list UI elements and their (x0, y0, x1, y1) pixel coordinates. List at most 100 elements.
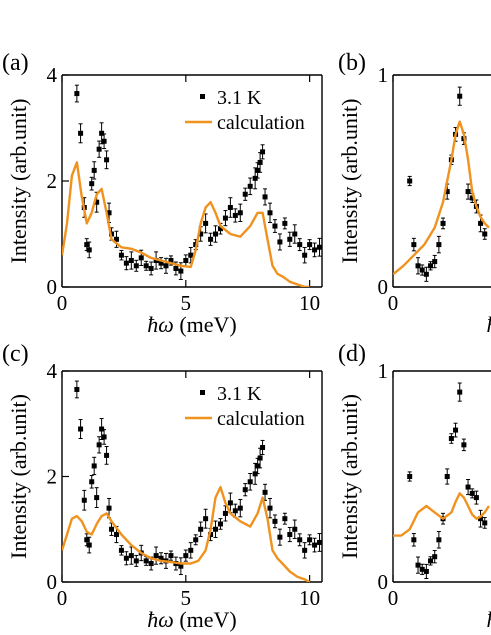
data-point (473, 495, 479, 501)
data-point (213, 526, 219, 532)
data-point (123, 555, 129, 561)
data-point (178, 563, 184, 569)
x-axis-unit: (meV) (174, 607, 237, 632)
data-point (173, 265, 179, 271)
data-point (469, 490, 475, 496)
data-point (277, 239, 283, 245)
data-point (109, 526, 115, 532)
data-point (188, 252, 194, 258)
data-point (267, 210, 273, 216)
data-point (448, 436, 454, 442)
data-point (99, 130, 105, 136)
data-point (133, 263, 139, 269)
data-point (123, 260, 129, 266)
calculation-line (62, 161, 310, 287)
data-point (312, 542, 318, 548)
data-point (282, 220, 288, 226)
legend-label-data: 3.1 K (217, 87, 262, 109)
data-point (143, 558, 149, 564)
data-point (419, 267, 425, 273)
plot-area (62, 380, 322, 582)
data-point (118, 252, 124, 258)
data-point (302, 252, 308, 258)
x-axis-title: ħ (487, 607, 491, 632)
data-point (94, 199, 100, 205)
data-point (96, 146, 102, 152)
panel-2: (b) 00 1 Intensity (arb.unit) ħ (337, 50, 491, 337)
data-point (203, 220, 209, 226)
data-point (267, 505, 273, 511)
data-point (168, 553, 174, 559)
data-point (133, 558, 139, 564)
x-tick-label: 10 (299, 586, 320, 610)
data-point (128, 553, 134, 559)
data-point (227, 205, 233, 210)
data-point (453, 427, 459, 433)
data-point (287, 236, 293, 242)
x-axis-symbol: ħω (147, 312, 174, 337)
x-tick-label: 0 (57, 291, 68, 315)
data-point (148, 265, 154, 271)
data-point (411, 537, 417, 543)
data-point (465, 189, 471, 195)
data-point (96, 442, 102, 448)
y-tick-label: 4 (47, 63, 58, 87)
x-axis-title: ħω (meV) (147, 607, 236, 632)
data-point (312, 247, 318, 253)
plot-area (393, 382, 490, 580)
data-point (237, 210, 243, 216)
y-tick-label: 2 (47, 465, 58, 489)
y-tick-label: 0 (378, 275, 389, 299)
data-point (91, 463, 97, 469)
data-point (138, 255, 144, 261)
data-point (255, 167, 261, 173)
data-point (84, 537, 90, 543)
y-axis-title: Intensity (arb.unit) (337, 394, 362, 559)
data-point (198, 526, 204, 532)
data-point (99, 426, 105, 432)
data-point (461, 442, 467, 448)
y-axis-title: Intensity (arb.unit) (6, 394, 31, 559)
data-point (247, 479, 253, 485)
data-point (143, 263, 149, 269)
data-point (89, 479, 95, 485)
data-point (444, 474, 450, 479)
data-point (440, 220, 446, 226)
y-tick-label: 1 (378, 63, 389, 87)
data-point (262, 489, 268, 495)
data-point (317, 244, 322, 250)
data-point (222, 215, 228, 221)
y-axis-title: Intensity (arb.unit) (337, 99, 362, 264)
data-point (292, 231, 298, 237)
data-point (203, 516, 209, 522)
data-point (178, 268, 184, 274)
data-point (457, 389, 463, 395)
data-point (148, 561, 154, 567)
data-point (91, 167, 97, 173)
data-point (432, 259, 438, 265)
data-point (282, 516, 288, 522)
data-point (183, 553, 189, 559)
data-point (113, 236, 119, 242)
data-point (419, 566, 425, 572)
data-point (128, 258, 134, 263)
data-point (208, 236, 214, 242)
data-point (297, 537, 303, 543)
data-point (302, 547, 308, 553)
data-point (260, 444, 266, 450)
data-point (307, 537, 313, 543)
x-tick-label: 5 (181, 291, 192, 315)
y-tick-label: 0 (47, 570, 58, 594)
data-point (407, 474, 413, 479)
data-point (297, 242, 303, 248)
data-point (415, 562, 421, 568)
panel-label: (b) (338, 50, 366, 76)
data-point (428, 263, 434, 269)
data-point (106, 505, 112, 511)
data-point (118, 547, 124, 553)
panel-4: (d) 00 1 Intensity (arb.unit) ħ (337, 341, 491, 632)
data-point (163, 263, 169, 269)
panel-label: (a) (2, 50, 29, 76)
data-point (227, 500, 233, 506)
